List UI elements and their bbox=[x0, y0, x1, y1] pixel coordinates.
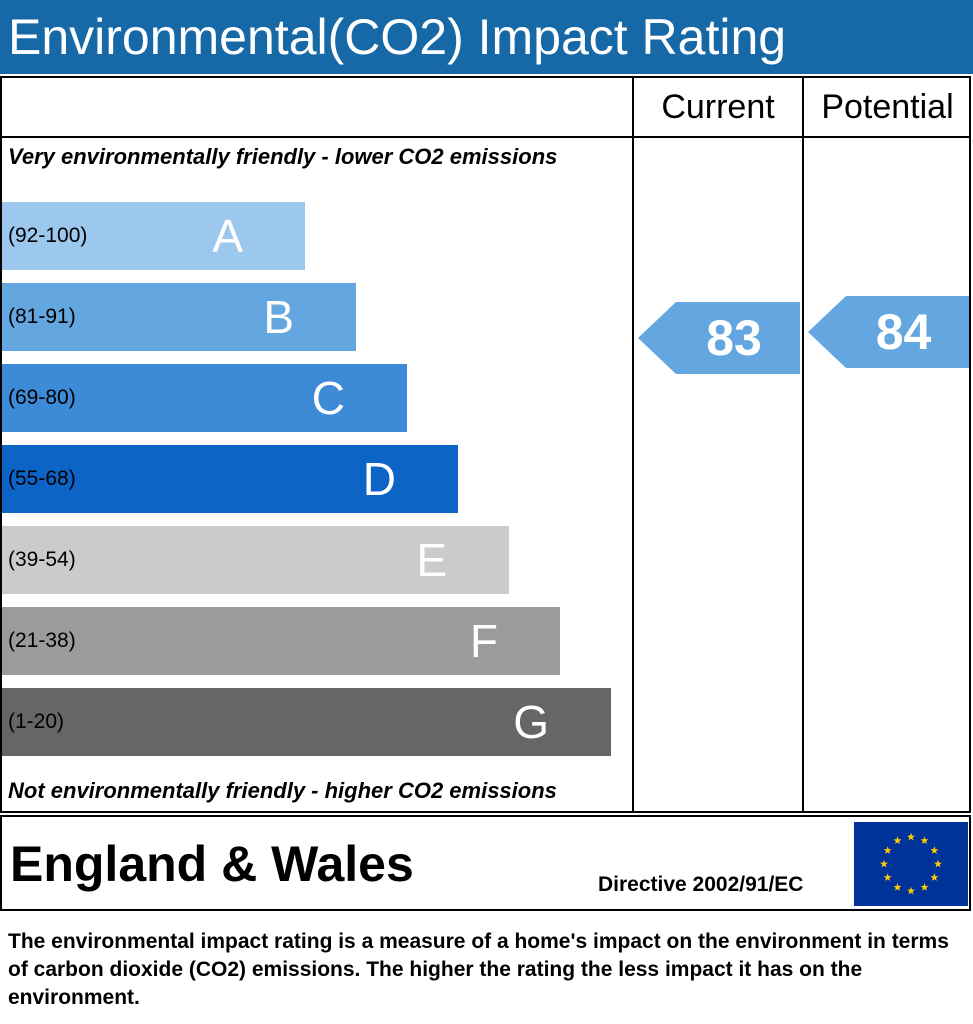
region-label: England & Wales bbox=[10, 836, 414, 892]
band-g: (1-20) G bbox=[2, 688, 611, 756]
current-rating-arrow: 83 bbox=[638, 302, 800, 374]
current-arrow-shape bbox=[638, 302, 800, 374]
band-e: (39-54) E bbox=[2, 526, 509, 594]
band-b: (81-91) B bbox=[2, 283, 356, 351]
band-range-label: (21-38) bbox=[8, 629, 76, 652]
eu-star bbox=[930, 846, 939, 854]
band-letter: D bbox=[362, 453, 396, 505]
band-range-label: (81-91) bbox=[8, 305, 76, 328]
header-divider bbox=[0, 136, 971, 138]
column-header-current: Current bbox=[661, 88, 775, 126]
eu-star bbox=[893, 836, 902, 845]
band-a: (92-100) A bbox=[2, 202, 305, 270]
band-range-label: (92-100) bbox=[8, 224, 88, 247]
footer-bar: England & Wales Directive 2002/91/EC bbox=[0, 815, 971, 911]
bottom-note: Not environmentally friendly - higher CO… bbox=[8, 778, 557, 803]
band-range-label: (39-54) bbox=[8, 548, 76, 571]
potential-rating-value: 84 bbox=[875, 304, 932, 360]
current-rating-value: 83 bbox=[706, 310, 762, 366]
eu-star bbox=[883, 873, 892, 881]
band-range-label: (1-20) bbox=[8, 710, 65, 733]
band-letter: G bbox=[513, 696, 549, 748]
band-c: (69-80) C bbox=[2, 364, 407, 432]
chart-title: Environmental(CO2) Impact Rating bbox=[8, 9, 787, 65]
eu-star bbox=[893, 883, 902, 891]
potential-rating-arrow: 84 bbox=[808, 296, 969, 368]
directive-label: Directive 2002/91/EC bbox=[598, 873, 804, 896]
divider-potential bbox=[802, 78, 804, 813]
eu-star bbox=[880, 859, 888, 868]
description-text: The environmental impact rating is a mea… bbox=[8, 930, 949, 1009]
band-letter: A bbox=[212, 210, 243, 262]
eu-star bbox=[907, 832, 915, 841]
eu-star bbox=[883, 846, 892, 854]
band-d: (55-68) D bbox=[2, 445, 458, 513]
band-range-label: (55-68) bbox=[8, 467, 76, 490]
eu-star bbox=[907, 886, 915, 895]
divider-current bbox=[632, 78, 634, 813]
band-letter: B bbox=[263, 291, 294, 343]
eu-stars bbox=[880, 832, 942, 895]
band-f: (21-38) F bbox=[2, 607, 560, 675]
band-range-label: (69-80) bbox=[8, 386, 76, 409]
eu-star bbox=[920, 883, 929, 891]
potential-arrow-shape bbox=[808, 296, 969, 368]
column-header-potential: Potential bbox=[821, 88, 954, 126]
band-letter: C bbox=[311, 372, 345, 424]
eu-star bbox=[934, 859, 942, 868]
band-letter: F bbox=[469, 615, 498, 667]
rating-panel bbox=[0, 76, 971, 813]
eu-star bbox=[920, 836, 929, 845]
eu-flag-icon bbox=[854, 822, 968, 906]
header-bar: Environmental(CO2) Impact Rating bbox=[0, 0, 973, 74]
top-note: Very environmentally friendly - lower CO… bbox=[8, 144, 558, 169]
eu-star bbox=[930, 873, 939, 881]
band-letter: E bbox=[416, 534, 447, 586]
